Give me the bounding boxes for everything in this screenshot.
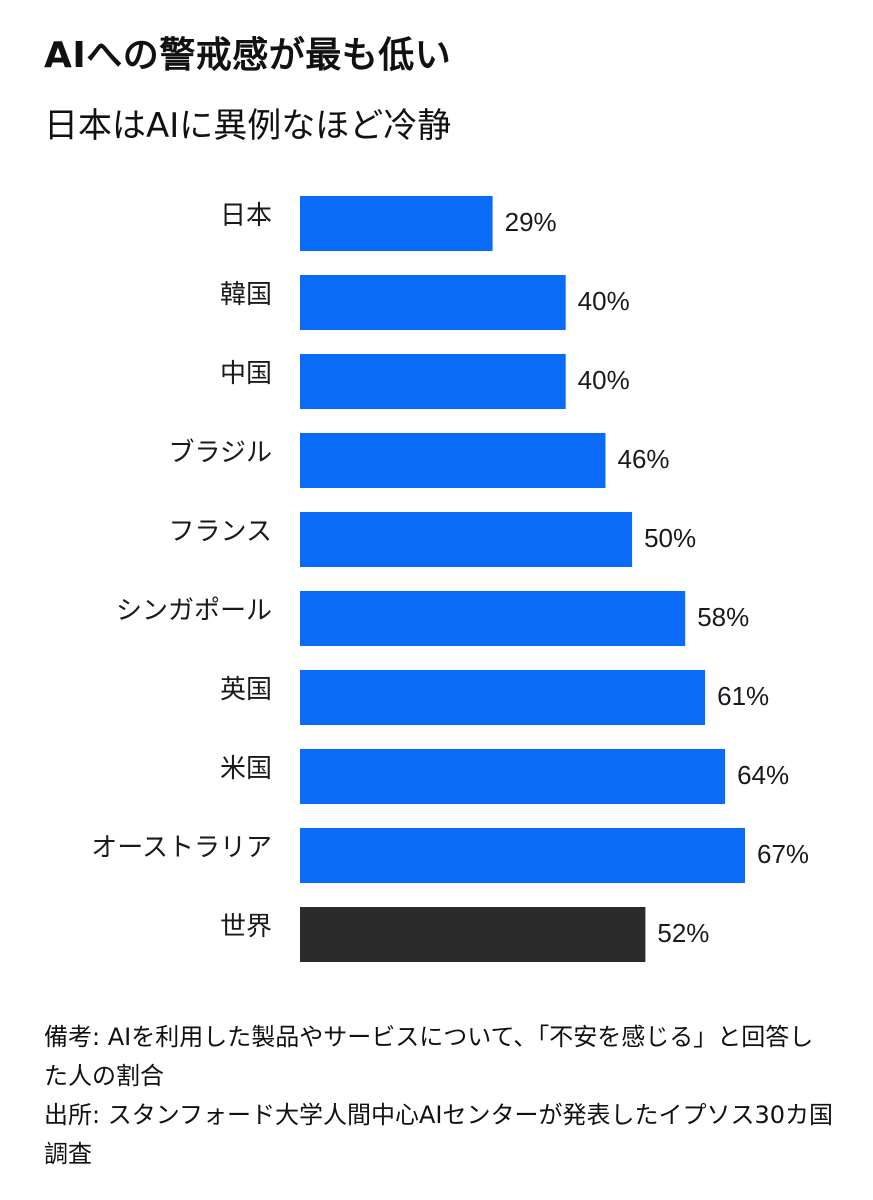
value-label-0: 29%: [505, 207, 557, 237]
footnote-note: 備考: AIを利用した製品やサービスについて、「不安を感じる」と回答した人の割合: [44, 1023, 814, 1090]
category-label-6: 英国: [220, 675, 272, 705]
category-label-1: 韓国: [220, 280, 272, 310]
value-label-7: 64%: [737, 760, 789, 790]
value-label-3: 46%: [618, 444, 670, 474]
bar-8: [300, 828, 745, 883]
bar-chart: 日本 29% 韓国 40% 中国 40% ブラジル 46% フランス 50% シンガポール 58% 英国…: [91, 196, 809, 962]
bar-7: [300, 749, 726, 804]
bar-1: [300, 275, 566, 330]
footnote-source: 出所: スタンフォード大学人間中心AIセンターが発表したイプソス30カ国調査: [44, 1101, 834, 1168]
category-label-4: フランス: [169, 517, 272, 547]
category-label-9: 世界: [220, 912, 272, 942]
value-label-6: 61%: [717, 681, 769, 711]
bar-0: [300, 196, 493, 251]
chart-title: AIへの警戒感が最も低い: [44, 35, 452, 76]
value-label-2: 40%: [578, 365, 630, 395]
bar-3: [300, 433, 606, 488]
category-label-8: オーストラリア: [91, 833, 272, 863]
category-label-3: ブラジル: [169, 438, 272, 468]
value-label-1: 40%: [578, 286, 630, 316]
value-label-9: 52%: [657, 918, 709, 948]
category-label-7: 米国: [220, 754, 272, 784]
value-label-8: 67%: [757, 839, 809, 869]
value-label-4: 50%: [644, 523, 696, 553]
value-label-5: 58%: [697, 602, 749, 632]
bar-6: [300, 670, 706, 725]
category-label-0: 日本: [220, 201, 272, 231]
bar-2: [300, 354, 566, 409]
category-label-5: シンガポール: [116, 596, 272, 626]
category-label-2: 中国: [220, 359, 272, 389]
bar-5: [300, 591, 686, 646]
bar-9: [300, 907, 646, 962]
bar-4: [300, 512, 633, 567]
chart-subtitle: 日本はAIに異例なほど冷静: [44, 106, 452, 146]
